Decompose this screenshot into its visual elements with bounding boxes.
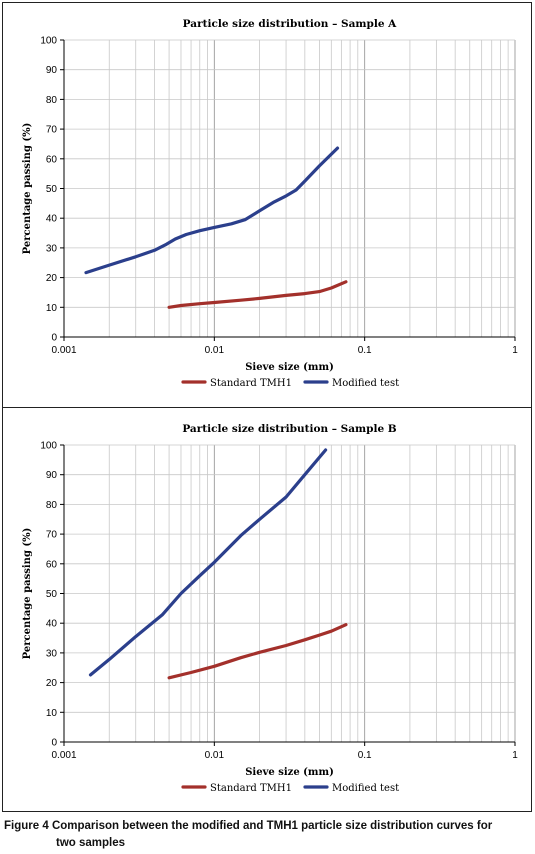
chart-b-y-tick-label: 60: [46, 559, 58, 570]
chart-a-y-tick-label: 0: [51, 333, 57, 344]
chart-b-x-tick-label: 0.001: [51, 750, 76, 761]
chart-panel-sample-a: Particle size distribution – Sample A 0 10…: [2, 2, 532, 408]
chart-a-y-tick-label: 30: [46, 243, 58, 254]
chart-b-series-line-standard-tmh1: [167, 623, 348, 680]
chart-b-y-tick-label: 10: [46, 708, 58, 719]
figure-caption: Figure 4 Comparison between the modified…: [4, 818, 524, 852]
chart-b-x-tick-label: 0.01: [205, 750, 225, 761]
figure-label: Figure 4: [4, 820, 49, 832]
chart-a-x-tick-label: 0.01: [205, 345, 225, 356]
chart-a-y-tick-label: 90: [46, 65, 58, 76]
chart-b-y-axis-label: Percentage passing (%): [22, 528, 33, 660]
chart-b-y-tick-label: 0: [51, 738, 57, 749]
chart-a-series-line-standard-tmh1: [167, 280, 348, 309]
chart-a-y-tick-label: 20: [46, 273, 58, 284]
chart-a-x-tick-label: 0.001: [51, 345, 76, 356]
chart-a-y-tick-label: 100: [40, 36, 57, 47]
chart-b-legend-label-modified-test: Modified test: [332, 783, 399, 794]
chart-b-x-tick-label: 0.1: [358, 750, 372, 761]
chart-sample-b: Particle size distribution – Sample B010…: [22, 423, 518, 794]
chart-b-x-tick-label: 1: [512, 750, 518, 761]
chart-b-y-tick-label: 100: [40, 441, 57, 452]
chart-a-y-tick-label: 10: [46, 303, 58, 314]
chart-a-y-tick-label: 70: [46, 125, 58, 136]
chart-b-x-axis-label: Sieve size (mm): [245, 767, 334, 778]
chart-sample-a: Particle size distribution – Sample A010…: [22, 18, 518, 389]
chart-a-y-tick-label: 60: [46, 154, 58, 165]
chart-a-y-axis-label: Percentage passing (%): [22, 123, 33, 255]
chart-b-y-tick-label: 50: [46, 589, 58, 600]
chart-a-x-tick-label: 1: [512, 345, 518, 356]
figure-caption-line1: Comparison between the modified and TMH1…: [51, 820, 493, 832]
chart-b-series-line-modified-test: [88, 448, 328, 677]
chart-b-legend-label-standard-tmh1: Standard TMH1: [210, 783, 292, 794]
chart-a-legend-label-modified-test: Modified test: [332, 378, 399, 389]
chart-a-x-axis-label: Sieve size (mm): [245, 362, 334, 373]
chart-a-series-line-modified-test: [84, 146, 340, 275]
chart-a-y-tick-label: 80: [46, 95, 58, 106]
chart-b-title: Particle size distribution – Sample B: [182, 423, 396, 435]
chart-b-y-tick-label: 90: [46, 470, 58, 481]
chart-panel-sample-b: Particle size distribution – Sample B 0 10…: [2, 407, 532, 812]
chart-b-y-tick-label: 80: [46, 500, 58, 511]
chart-b-y-tick-label: 70: [46, 530, 58, 541]
chart-a-y-tick-label: 40: [46, 214, 58, 225]
chart-a-x-tick-label: 0.1: [358, 345, 372, 356]
chart-b-y-tick-label: 20: [46, 678, 58, 689]
chart-a-title: Particle size distribution – Sample A: [183, 18, 397, 30]
figure-caption-line2: two samples: [56, 837, 126, 849]
chart-b-y-tick-label: 30: [46, 648, 58, 659]
chart-b-y-tick-label: 40: [46, 619, 58, 630]
chart-a-legend-label-standard-tmh1: Standard TMH1: [210, 378, 292, 389]
chart-a-y-tick-label: 50: [46, 184, 58, 195]
